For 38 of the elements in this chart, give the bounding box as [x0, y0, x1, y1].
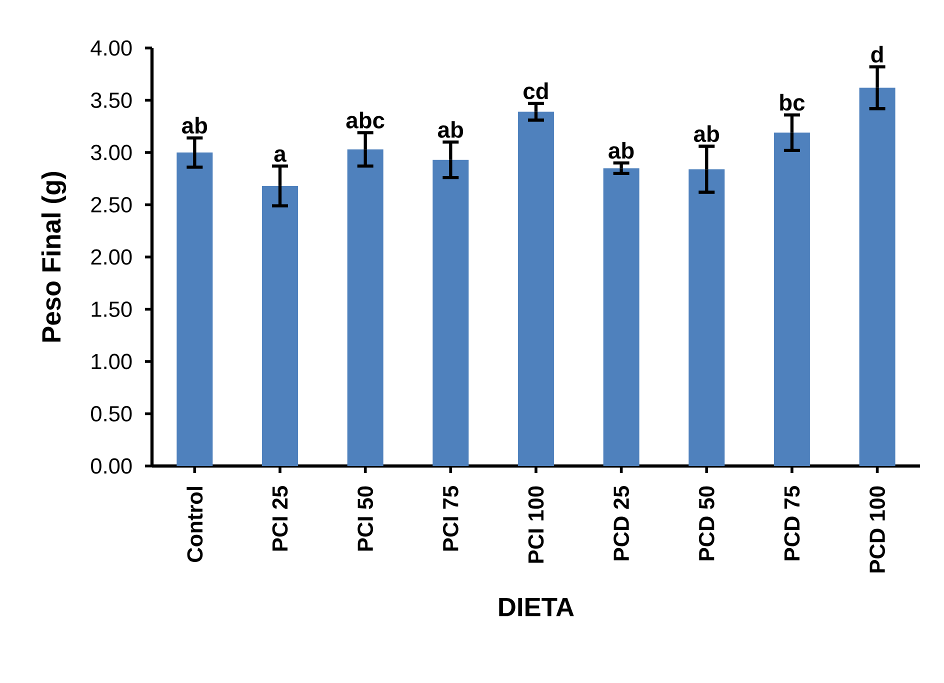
annotation: ab — [694, 125, 720, 142]
y-tick-label: 3.50 — [91, 92, 132, 108]
bar — [603, 168, 640, 466]
x-tick-label: PCD 100 — [870, 486, 886, 572]
y-tick-label: 4.00 — [90, 40, 132, 56]
x-tick-label: PCI 50 — [358, 486, 374, 551]
x-tick-label: PCI 25 — [272, 486, 288, 551]
x-tick-label: PCD 25 — [614, 486, 630, 560]
x-tick-label: PCI 75 — [442, 486, 458, 551]
annotation: bc — [780, 94, 805, 111]
y-axis-title: Peso Final (g) — [41, 172, 66, 342]
y-tick-label: 3.00 — [91, 144, 132, 160]
x-tick-label: PCD 75 — [784, 486, 800, 560]
bar — [688, 169, 725, 466]
y-tick-label: 1.00 — [92, 354, 132, 370]
y-tick-label: 0.00 — [91, 458, 132, 474]
x-tick-label: PCI 100 — [528, 486, 544, 563]
bar — [262, 186, 298, 466]
y-tick-label: 0.50 — [91, 406, 132, 422]
x-axis-title: DIETA — [499, 598, 574, 616]
bar — [432, 160, 469, 466]
y-tick-label: 1.50 — [92, 302, 132, 317]
bar — [859, 88, 896, 466]
annotation: abc — [346, 112, 384, 128]
y-tick-label: 2.50 — [91, 197, 132, 212]
bar — [176, 152, 213, 466]
annotation: cd — [524, 82, 548, 100]
x-tick-label: PCD 50 — [698, 486, 714, 560]
x-tick-label: Control — [186, 486, 203, 562]
bar — [518, 112, 554, 466]
bar — [774, 132, 810, 466]
annotation: ab — [182, 116, 208, 134]
y-tick-label: 2.00 — [91, 249, 132, 265]
annotation: ab — [438, 121, 464, 138]
bar — [347, 149, 384, 466]
annotation: d — [871, 46, 883, 63]
annotation: ab — [608, 142, 634, 159]
annotation: a — [274, 149, 286, 162]
